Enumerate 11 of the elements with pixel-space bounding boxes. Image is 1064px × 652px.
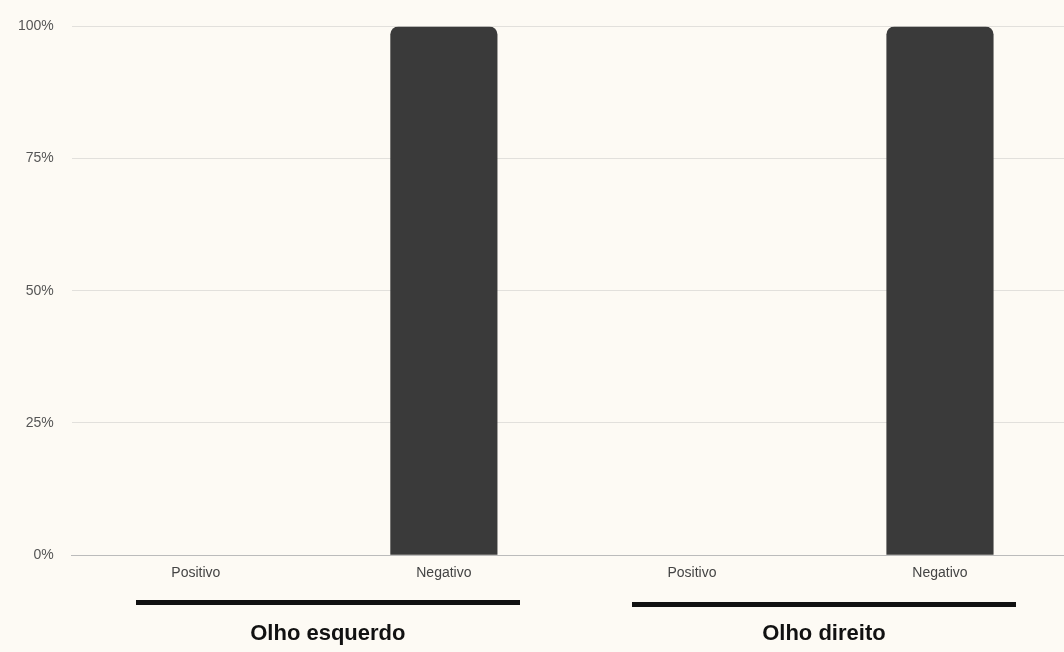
y-tick-label: 100% (17, 17, 54, 34)
x-tick-label: Positivo (667, 564, 717, 581)
y-tick-label: 50% (25, 281, 54, 298)
x-tick-label: Negativo (416, 564, 472, 581)
y-tick-label: 0% (33, 546, 54, 563)
y-tick-label: 25% (25, 413, 54, 430)
text: Olho esquerdo (250, 620, 406, 646)
text: Olho direito (762, 620, 886, 646)
y-tick-label: 75% (25, 149, 54, 166)
x-tick-label: Negativo (912, 564, 968, 581)
x-tick-label: Positivo (171, 564, 221, 581)
